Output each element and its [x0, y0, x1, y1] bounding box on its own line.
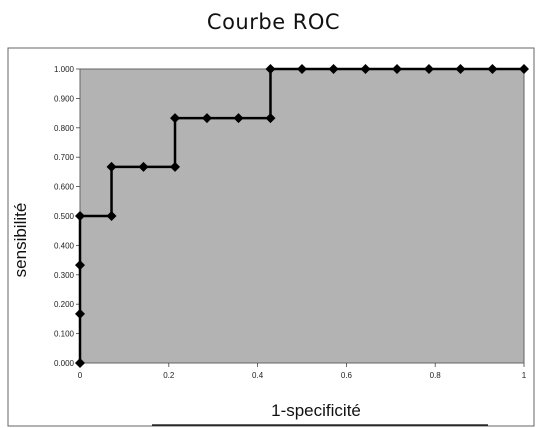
roc-point-marker	[106, 211, 117, 221]
roc-point-marker	[360, 64, 371, 74]
roc-point-marker	[75, 260, 85, 271]
roc-point-marker	[75, 358, 85, 368]
x-tick-label: 0	[78, 371, 83, 380]
y-tick-label: 0.300	[54, 271, 75, 280]
roc-point-marker	[328, 64, 339, 74]
roc-point-marker	[75, 211, 85, 221]
y-tick-label: 0.900	[54, 94, 75, 103]
roc-point-marker	[233, 113, 244, 124]
y-tick-label: 0.400	[54, 241, 75, 250]
y-axis-label: sensibilité	[11, 203, 30, 278]
y-axis-ticks: 0.000 0.100 0.200 0.300 0.400 0.500 0.600 0.700…	[54, 65, 80, 368]
roc-point-marker	[170, 161, 181, 172]
x-axis-label: 1-specificité	[271, 401, 361, 420]
roc-point-marker	[265, 64, 276, 74]
x-tick-label: 0.8	[430, 371, 442, 380]
x-tick-label: 0.2	[163, 371, 175, 380]
roc-point-marker	[455, 64, 466, 74]
chart-title: Courbe ROC	[206, 10, 341, 34]
y-tick-label: 0.600	[54, 183, 75, 192]
roc-point-marker	[75, 308, 85, 319]
x-tick-label: 0.6	[341, 371, 353, 380]
y-tick-label: 0.100	[54, 330, 75, 339]
plot-area	[79, 68, 525, 364]
y-tick-label: 0.200	[54, 300, 75, 309]
roc-point-marker	[297, 64, 307, 74]
roc-point-marker	[392, 64, 403, 74]
roc-point-marker	[138, 161, 149, 172]
roc-point-marker	[265, 113, 276, 124]
x-tick-label: 0.4	[252, 371, 264, 380]
roc-point-marker	[487, 64, 498, 74]
roc-point-marker	[170, 113, 181, 124]
y-tick-label: 1.000	[54, 65, 75, 74]
roc-point-marker	[519, 64, 529, 74]
y-tick-label: 0.000	[54, 359, 75, 368]
y-tick-label: 0.500	[54, 212, 75, 221]
y-tick-label: 0.700	[54, 153, 75, 162]
roc-point-marker	[423, 64, 434, 74]
roc-point-marker	[201, 113, 212, 124]
roc-point-marker	[106, 161, 117, 172]
y-tick-label: 0.800	[54, 124, 75, 133]
x-tick-label: 1	[522, 371, 527, 380]
roc-markers	[75, 64, 529, 368]
